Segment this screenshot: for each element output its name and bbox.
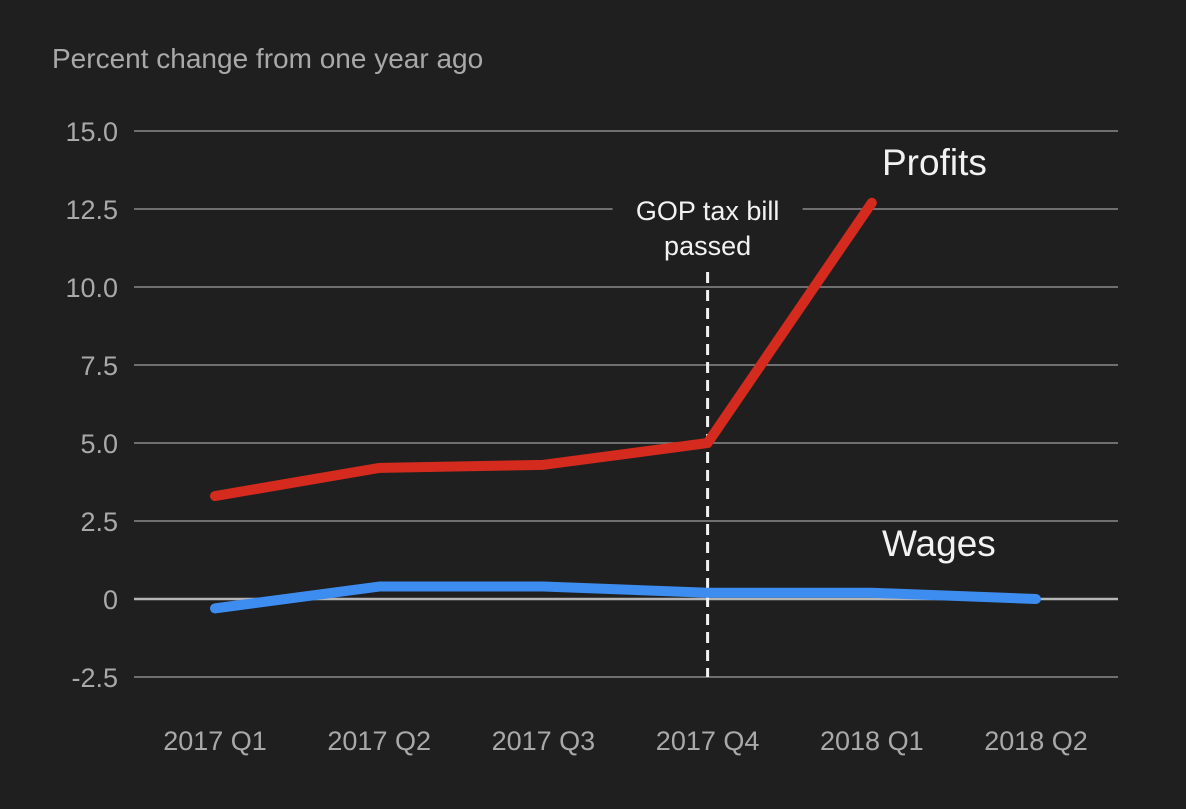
y-tick-label: 10.0 bbox=[65, 273, 118, 303]
annotation-label: GOP tax bill bbox=[636, 196, 780, 226]
y-tick-label: 0 bbox=[103, 585, 118, 615]
x-tick-label: 2017 Q3 bbox=[492, 726, 596, 756]
y-tick-label: 15.0 bbox=[65, 117, 118, 147]
y-tick-label: 5.0 bbox=[80, 429, 118, 459]
x-tick-label: 2018 Q1 bbox=[820, 726, 924, 756]
y-axis-title: Percent change from one year ago bbox=[52, 43, 483, 74]
y-tick-label: -2.5 bbox=[71, 663, 118, 693]
x-tick-label: 2017 Q1 bbox=[163, 726, 267, 756]
y-tick-label: 7.5 bbox=[80, 351, 118, 381]
y-tick-label: 12.5 bbox=[65, 195, 118, 225]
x-tick-label: 2017 Q4 bbox=[656, 726, 760, 756]
annotation-background bbox=[612, 192, 803, 264]
x-tick-label: 2017 Q2 bbox=[327, 726, 431, 756]
x-tick-label: 2018 Q2 bbox=[984, 726, 1088, 756]
y-tick-label: 2.5 bbox=[80, 507, 118, 537]
series-line-profits bbox=[210, 197, 877, 502]
series-label-profits: Profits bbox=[882, 142, 987, 183]
series-label-wages: Wages bbox=[882, 523, 996, 564]
annotation-label: passed bbox=[664, 231, 751, 261]
series-line-wages bbox=[210, 581, 1041, 614]
